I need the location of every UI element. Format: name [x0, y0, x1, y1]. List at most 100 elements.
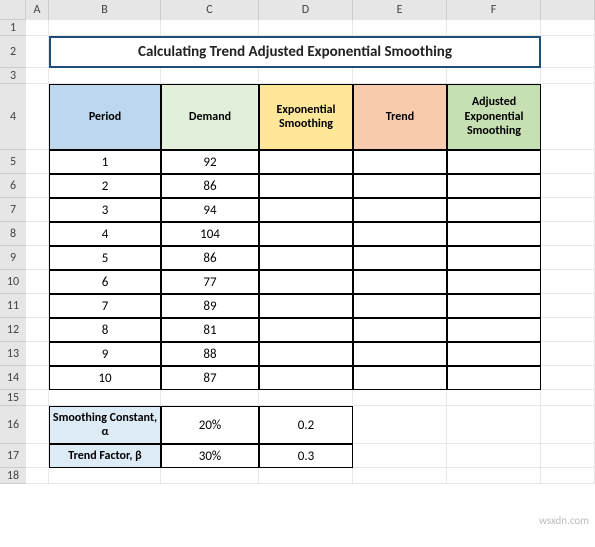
param-pct[interactable]: 30% — [161, 444, 259, 468]
row-header-3[interactable]: 3 — [0, 68, 26, 84]
row-header-9[interactable]: 9 — [0, 246, 26, 270]
cell[interactable] — [353, 20, 447, 36]
data-cell[interactable] — [353, 246, 447, 270]
row-header-7[interactable]: 7 — [0, 198, 26, 222]
cell[interactable] — [541, 294, 595, 318]
cell[interactable] — [161, 390, 259, 406]
data-cell[interactable]: 87 — [161, 366, 259, 390]
cell[interactable] — [259, 20, 353, 36]
cell[interactable] — [161, 468, 259, 484]
row-header-17[interactable]: 17 — [0, 444, 26, 468]
data-cell[interactable] — [259, 342, 353, 366]
data-cell[interactable] — [353, 198, 447, 222]
cell[interactable] — [26, 294, 49, 318]
row-header-6[interactable]: 6 — [0, 174, 26, 198]
data-cell[interactable]: 89 — [161, 294, 259, 318]
data-cell[interactable] — [447, 366, 541, 390]
data-cell[interactable] — [259, 198, 353, 222]
cell[interactable] — [541, 150, 595, 174]
data-cell[interactable] — [353, 342, 447, 366]
cell[interactable] — [541, 68, 595, 84]
cell[interactable] — [26, 174, 49, 198]
cell[interactable] — [541, 20, 595, 36]
cell[interactable] — [541, 318, 595, 342]
data-cell[interactable] — [259, 318, 353, 342]
data-cell[interactable] — [353, 222, 447, 246]
row-header-18[interactable]: 18 — [0, 468, 26, 484]
cell[interactable] — [541, 390, 595, 406]
cell[interactable] — [26, 406, 49, 444]
data-cell[interactable] — [353, 318, 447, 342]
data-cell[interactable]: 4 — [49, 222, 161, 246]
row-header-4[interactable]: 4 — [0, 84, 26, 150]
cell[interactable] — [447, 406, 541, 444]
data-cell[interactable] — [353, 270, 447, 294]
row-header-5[interactable]: 5 — [0, 150, 26, 174]
data-cell[interactable] — [447, 222, 541, 246]
cell[interactable] — [447, 468, 541, 484]
data-cell[interactable]: 92 — [161, 150, 259, 174]
data-cell[interactable] — [353, 174, 447, 198]
row-header-15[interactable]: 15 — [0, 390, 26, 406]
cell[interactable] — [26, 342, 49, 366]
data-cell[interactable] — [447, 174, 541, 198]
cell[interactable] — [541, 36, 595, 68]
cell[interactable] — [447, 20, 541, 36]
data-cell[interactable]: 86 — [161, 246, 259, 270]
cell[interactable] — [49, 468, 161, 484]
cell[interactable] — [26, 222, 49, 246]
data-cell[interactable]: 104 — [161, 222, 259, 246]
data-cell[interactable]: 6 — [49, 270, 161, 294]
data-cell[interactable]: 7 — [49, 294, 161, 318]
data-cell[interactable]: 2 — [49, 174, 161, 198]
data-cell[interactable]: 94 — [161, 198, 259, 222]
col-header-A[interactable]: A — [26, 0, 49, 20]
cell[interactable] — [26, 444, 49, 468]
cell[interactable] — [161, 20, 259, 36]
data-cell[interactable] — [259, 366, 353, 390]
row-header-2[interactable]: 2 — [0, 36, 26, 68]
cell[interactable] — [353, 468, 447, 484]
cell[interactable] — [26, 318, 49, 342]
data-cell[interactable]: 8 — [49, 318, 161, 342]
cell[interactable] — [49, 390, 161, 406]
cell[interactable] — [353, 444, 447, 468]
data-cell[interactable] — [259, 270, 353, 294]
data-cell[interactable] — [447, 246, 541, 270]
cell[interactable] — [541, 222, 595, 246]
data-cell[interactable] — [353, 294, 447, 318]
cell[interactable] — [161, 68, 259, 84]
data-cell[interactable] — [447, 198, 541, 222]
data-cell[interactable] — [447, 294, 541, 318]
cell[interactable] — [26, 390, 49, 406]
data-cell[interactable]: 3 — [49, 198, 161, 222]
col-header-D[interactable]: D — [259, 0, 353, 20]
data-cell[interactable] — [259, 246, 353, 270]
cell[interactable] — [447, 444, 541, 468]
data-cell[interactable]: 10 — [49, 366, 161, 390]
data-cell[interactable] — [447, 342, 541, 366]
cell[interactable] — [26, 366, 49, 390]
cell[interactable] — [49, 68, 161, 84]
data-cell[interactable]: 9 — [49, 342, 161, 366]
data-cell[interactable] — [259, 174, 353, 198]
data-cell[interactable] — [447, 150, 541, 174]
row-header-1[interactable]: 1 — [0, 20, 26, 36]
row-header-14[interactable]: 14 — [0, 366, 26, 390]
cell[interactable] — [541, 198, 595, 222]
cell[interactable] — [541, 366, 595, 390]
cell-area[interactable]: Calculating Trend Adjusted Exponential S… — [26, 20, 595, 484]
cell[interactable] — [26, 270, 49, 294]
data-cell[interactable]: 5 — [49, 246, 161, 270]
row-header-12[interactable]: 12 — [0, 318, 26, 342]
cell[interactable] — [541, 468, 595, 484]
data-cell[interactable]: 88 — [161, 342, 259, 366]
row-header-10[interactable]: 10 — [0, 270, 26, 294]
cell[interactable] — [26, 68, 49, 84]
cell[interactable] — [541, 406, 595, 444]
cell[interactable] — [541, 246, 595, 270]
cell[interactable] — [541, 342, 595, 366]
cell[interactable] — [447, 390, 541, 406]
data-cell[interactable] — [259, 222, 353, 246]
col-header-B[interactable]: B — [49, 0, 161, 20]
